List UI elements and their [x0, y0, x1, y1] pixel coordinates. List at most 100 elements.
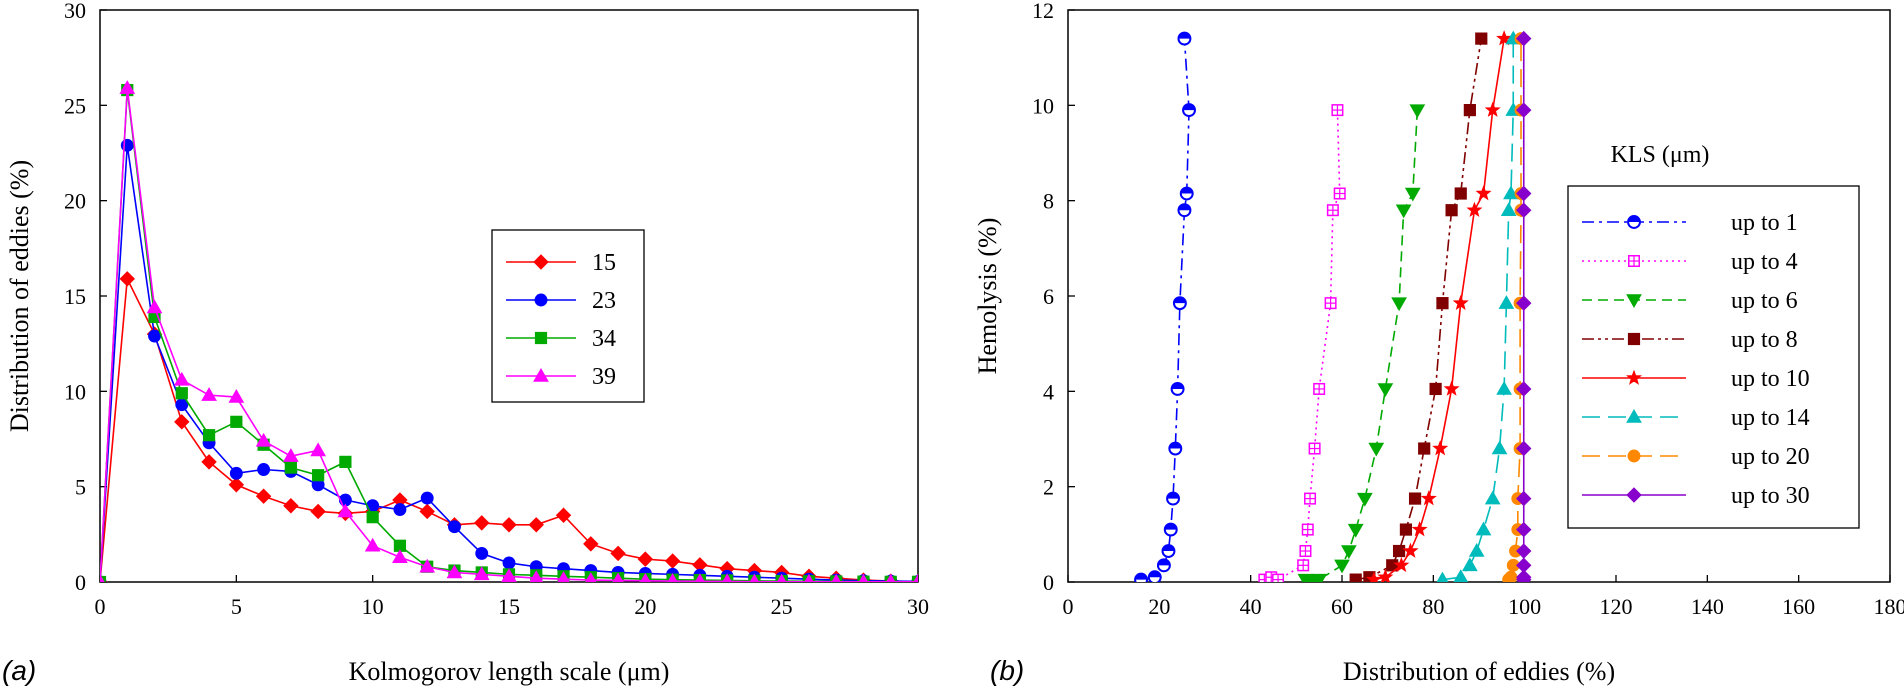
- panel-a-series-3-point: [201, 387, 217, 401]
- panel-a-series-3-point: [310, 442, 326, 457]
- panel-a-y-tick-label: 20: [64, 189, 86, 214]
- panel-a-legend: 15 23 34 39: [491, 229, 645, 403]
- panel-b-series-3-point: [1463, 104, 1476, 117]
- panel-b-y-tick-label: 0: [1043, 570, 1054, 595]
- panel-b-legend-swatch-marker: [1627, 215, 1641, 229]
- panel-a-series-3-point: [419, 558, 436, 573]
- panel-b-legend-swatch-marker: [1628, 255, 1640, 267]
- panel-b-x-tick-label: 140: [1691, 594, 1724, 619]
- panel-a-y-tick-label: 15: [64, 284, 86, 309]
- panel-b-series-0-point: [1177, 31, 1192, 46]
- panel-b-label: (b): [990, 655, 1024, 686]
- panel-b-legend-label: up to 4: [1731, 249, 1798, 275]
- panel-b-legend-swatch-marker: [1626, 408, 1642, 423]
- panel-b-series-5-point: [1475, 521, 1492, 536]
- panel-b-x-tick-label: 20: [1148, 594, 1170, 619]
- panel-b-series-2-point: [1340, 545, 1357, 560]
- panel-a-series-0-point: [501, 517, 517, 533]
- panel-a-series-1-point: [393, 503, 407, 516]
- panel-b-series-7-point: [1516, 185, 1532, 202]
- panel-a-series-3-point: [858, 573, 869, 582]
- panel-a-series-0-point: [555, 507, 572, 523]
- panel-b-series-0: [1134, 31, 1196, 582]
- panel-a-series-3-point: [283, 448, 299, 462]
- panel-b-x-tick-label: 120: [1600, 594, 1633, 619]
- panel-b-series-5-point: [1436, 571, 1449, 582]
- panel-a-series-3-point: [392, 549, 408, 563]
- panel-a-series-3-point: [255, 432, 272, 447]
- panel-b-series-2: [1297, 104, 1426, 582]
- panel-b-series-1-point: [1297, 559, 1310, 572]
- panel-b-series: [1134, 30, 1532, 582]
- panel-b-series-4-point: [1432, 440, 1449, 456]
- panel-b-series-4-point: [1377, 568, 1394, 582]
- panel-b-y-tick-label: 4: [1043, 379, 1054, 404]
- panel-a-series-0-point: [528, 517, 544, 533]
- panel-a-series-3-point: [337, 503, 354, 518]
- panel-a-x-tick-label: 10: [362, 594, 384, 619]
- panel-b-x-tick-label: 80: [1422, 594, 1444, 619]
- panel-b-legend-item-1: up to 4: [1582, 249, 1798, 275]
- panel-b-series-1-point: [1272, 573, 1285, 582]
- panel-b-series-3-point: [1454, 187, 1467, 200]
- panel-b-series-2-line: [1305, 110, 1419, 582]
- panel-b-series-5-point: [1496, 380, 1512, 395]
- panel-b-series-1-point: [1331, 104, 1344, 117]
- panel-a-series-3-point: [146, 299, 163, 314]
- panel-b-legend-box: [1567, 185, 1860, 529]
- panel-b-series-7-point: [1516, 490, 1532, 507]
- panel-a-legend-item-3: 39: [506, 364, 616, 390]
- panel-a-series-3-point: [228, 389, 245, 403]
- panel-a-series-0-point: [474, 515, 490, 531]
- panel-a-y-tick-label: 30: [64, 0, 86, 23]
- panel-b-series-3-point: [1475, 32, 1488, 45]
- panel-a-series-2-point: [175, 387, 188, 400]
- panel-b-legend-title: KLS (μm): [1611, 142, 1710, 168]
- panel-b-series-7-point: [1516, 569, 1532, 582]
- panel-b-series-2-point: [1391, 297, 1407, 312]
- panel-b-y-tick-label: 6: [1043, 284, 1054, 309]
- panel-b-series-1: [1258, 104, 1346, 582]
- panel-a-x-tick-label: 0: [95, 594, 106, 619]
- panel-a-series-3-point: [722, 573, 733, 582]
- panel-b-series-7: [1516, 30, 1532, 582]
- panel-b-series-5-point: [1491, 440, 1508, 455]
- panel-a-y-tick-label: 0: [75, 570, 86, 595]
- panel-b-series-0-point: [1168, 441, 1183, 456]
- panel-a-series-3-point: [119, 80, 136, 94]
- panel-b-series-7-point: [1516, 521, 1532, 538]
- panel-b-legend-label: up to 8: [1731, 327, 1798, 353]
- panel-b-series-1-point: [1326, 204, 1339, 217]
- panel-a-legend-item-0: 15: [506, 250, 616, 276]
- panel-b-legend-label: up to 14: [1731, 405, 1810, 431]
- panel-b-series-3-point: [1408, 492, 1422, 505]
- panel-a-series-3-point: [776, 573, 787, 582]
- panel-b-series-7-point: [1516, 30, 1532, 47]
- panel-a-x-tick-label: 30: [907, 594, 929, 619]
- panel-b-series-0-point: [1134, 572, 1149, 582]
- panel-a-series-3-point: [364, 537, 381, 552]
- panel-a-series-0-point: [174, 414, 190, 430]
- panel-b-legend-item-0: up to 1: [1582, 210, 1798, 236]
- panel-b-series-2-point: [1334, 559, 1350, 574]
- panel-b-x-tick-label: 40: [1240, 594, 1262, 619]
- panel-a-legend-swatch-marker: [533, 367, 549, 382]
- panel-a-series-3-point: [529, 570, 544, 582]
- panel-b-legend-label: up to 10: [1731, 366, 1810, 392]
- panel-a-series-2-point: [230, 415, 243, 428]
- panel-b-legend-item-6: up to 20: [1582, 444, 1810, 470]
- panel-a-series-2-point: [202, 429, 216, 442]
- panel-a-series-3: [100, 80, 918, 582]
- panel-b-series-2-point: [1404, 187, 1421, 202]
- panel-b-series-1-point: [1333, 187, 1346, 200]
- panel-a-legend-label: 34: [592, 326, 616, 352]
- panel-b-y-axis-label: Hemolysis (%): [973, 218, 1002, 375]
- panel-b-series-5-point: [1468, 543, 1485, 557]
- panel-a-series-1-point: [229, 466, 243, 480]
- panel-b-series-0-point: [1170, 382, 1185, 396]
- panel-b-legend-swatch-marker: [1626, 487, 1642, 503]
- panel-a-series-3-point: [501, 568, 517, 582]
- panel-b-axes: 0 20 40 60 80 100 120 140 160 180 0 2 4 6 8 10 12: [1032, 0, 1904, 619]
- panel-b-legend-label: up to 1: [1731, 210, 1798, 236]
- panel-b-x-axis-label: Distribution of eddies (%): [1343, 657, 1615, 686]
